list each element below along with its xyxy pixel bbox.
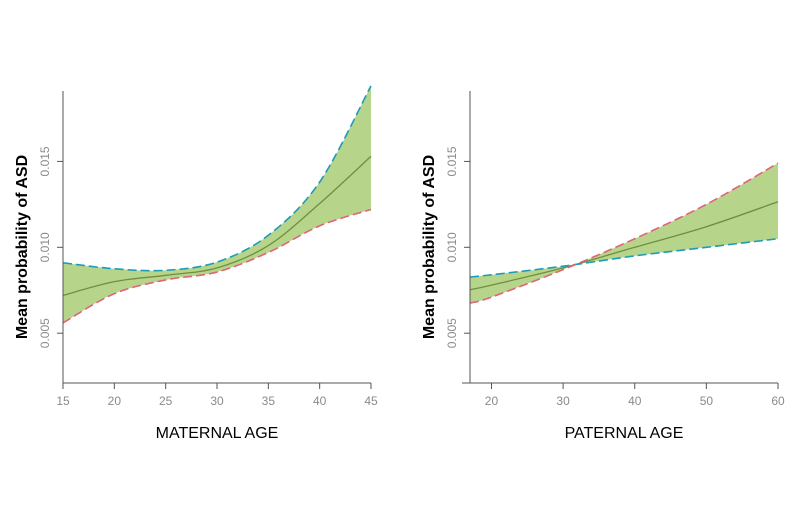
y-tick-label: 0.005 (38, 318, 52, 348)
y-axis-title: Mean probability of ASD (421, 155, 438, 339)
confidence-band (63, 85, 371, 323)
x-tick-label: 20 (108, 394, 122, 408)
y-tick-label: 0.005 (445, 318, 459, 348)
y-tick-label: 0.010 (38, 232, 52, 262)
x-axis-title: MATERNAL AGE (156, 425, 279, 442)
upper-bound-line (62, 85, 372, 272)
x-tick-label: 15 (56, 394, 70, 408)
lower-bound-line (469, 162, 779, 304)
maternal-age-panel: Mean probability of ASD MATERNAL AGE 15 2… (14, 85, 378, 442)
x-tick-label: 50 (700, 394, 714, 408)
x-tick-label: 40 (313, 394, 327, 408)
y-tick-label: 0.015 (445, 146, 459, 176)
confidence-band (470, 163, 778, 304)
paternal-age-panel: Mean probability of ASD PATERNAL AGE 20 3… (421, 91, 785, 442)
x-tick-label: 45 (364, 394, 378, 408)
y-tick-label: 0.015 (38, 146, 52, 176)
x-tick-label: 25 (159, 394, 173, 408)
x-tick-label: 20 (485, 394, 499, 408)
upper-bound-line (469, 237, 779, 278)
x-tick-label: 35 (262, 394, 276, 408)
x-tick-label: 30 (556, 394, 570, 408)
x-axis-title: PATERNAL AGE (565, 425, 684, 442)
x-tick-label: 30 (210, 394, 224, 408)
mean-line (469, 201, 779, 291)
x-tick-label: 40 (628, 394, 642, 408)
lower-bound-line (62, 208, 372, 324)
x-tick-label: 60 (771, 394, 785, 408)
y-axis-title: Mean probability of ASD (14, 155, 31, 339)
y-tick-label: 0.010 (445, 232, 459, 262)
mean-line (62, 155, 372, 297)
